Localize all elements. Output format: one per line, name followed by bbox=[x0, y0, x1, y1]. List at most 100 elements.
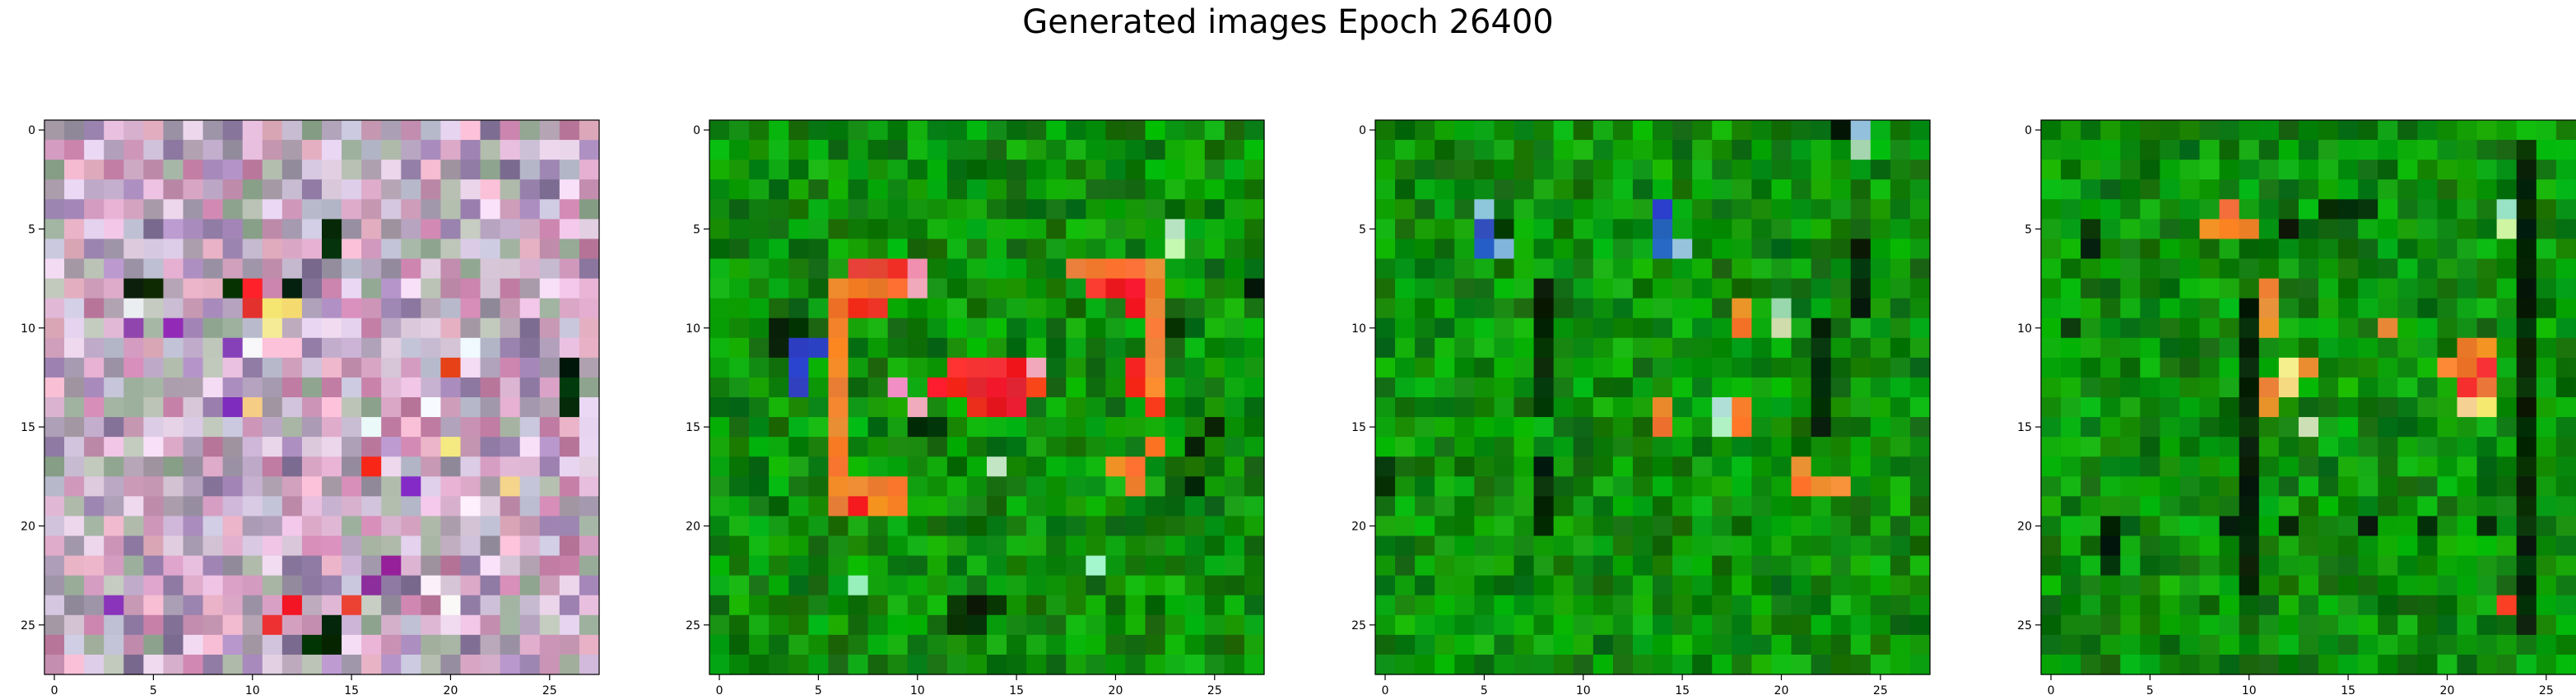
pixel bbox=[1454, 634, 1475, 656]
pixel bbox=[1672, 614, 1693, 636]
pixel bbox=[401, 614, 421, 636]
pixel bbox=[2100, 337, 2121, 359]
pixel bbox=[1244, 160, 1265, 180]
pixel bbox=[579, 160, 600, 180]
pixel bbox=[1066, 258, 1086, 280]
pixel bbox=[1434, 219, 1455, 240]
pixel bbox=[1434, 437, 1455, 457]
pixel bbox=[84, 595, 105, 616]
pixel bbox=[828, 357, 849, 378]
pixel bbox=[381, 595, 402, 616]
pixel bbox=[1454, 476, 1475, 497]
pixel bbox=[1415, 417, 1435, 438]
pixel bbox=[1791, 397, 1812, 418]
pixel bbox=[2338, 456, 2359, 477]
pixel bbox=[2120, 575, 2141, 596]
pixel bbox=[342, 555, 362, 577]
pixel bbox=[2160, 456, 2181, 477]
pixel bbox=[1224, 120, 1245, 141]
pixel bbox=[2081, 317, 2101, 339]
pixel bbox=[2298, 575, 2319, 596]
pixel bbox=[1850, 496, 1872, 517]
pixel bbox=[1415, 337, 1435, 359]
pixel bbox=[342, 614, 362, 636]
pixel bbox=[281, 258, 303, 280]
pixel bbox=[867, 219, 889, 240]
pixel bbox=[1007, 575, 1027, 596]
pixel bbox=[44, 456, 65, 477]
pixel bbox=[1830, 239, 1852, 260]
pixel bbox=[1007, 160, 1027, 180]
pixel bbox=[1474, 516, 1495, 537]
pixel bbox=[2457, 219, 2478, 240]
pixel bbox=[361, 377, 382, 398]
pixel bbox=[1046, 337, 1067, 359]
pixel bbox=[946, 298, 968, 319]
pixel bbox=[222, 654, 244, 675]
pixel bbox=[480, 219, 501, 240]
pixel bbox=[1771, 476, 1793, 497]
pixel bbox=[301, 120, 323, 141]
pixel bbox=[84, 298, 105, 319]
pixel bbox=[579, 219, 600, 240]
pixel bbox=[1573, 535, 1594, 557]
pixel bbox=[342, 397, 362, 418]
pixel bbox=[1909, 555, 1931, 577]
pixel bbox=[1204, 614, 1225, 636]
pixel bbox=[2536, 317, 2557, 339]
pixel bbox=[183, 614, 204, 636]
pixel bbox=[1494, 535, 1515, 557]
pixel bbox=[183, 258, 204, 280]
pixel bbox=[381, 179, 402, 200]
pixel bbox=[1909, 278, 1931, 299]
pixel bbox=[1850, 516, 1872, 537]
pixel bbox=[1026, 179, 1047, 200]
pixel bbox=[1415, 377, 1435, 398]
pixel bbox=[887, 555, 909, 577]
pixel bbox=[202, 397, 224, 418]
pixel bbox=[44, 160, 65, 180]
pixel bbox=[1494, 160, 1515, 180]
pixel bbox=[729, 258, 750, 280]
pixel bbox=[1653, 317, 1673, 339]
pixel bbox=[262, 634, 283, 656]
pixel bbox=[2318, 397, 2339, 418]
pixel bbox=[1573, 298, 1594, 319]
pixel bbox=[480, 239, 501, 260]
pixel bbox=[2318, 258, 2339, 280]
pixel bbox=[2555, 179, 2576, 200]
pixel bbox=[202, 120, 224, 141]
pixel bbox=[749, 317, 770, 339]
pixel bbox=[539, 437, 560, 457]
pixel bbox=[64, 456, 85, 477]
pixel bbox=[222, 575, 244, 596]
pixel bbox=[2457, 298, 2478, 319]
pixel bbox=[1434, 654, 1455, 675]
pixel bbox=[163, 516, 184, 537]
pixel bbox=[1434, 337, 1455, 359]
pixel bbox=[301, 496, 323, 517]
pixel bbox=[2041, 476, 2062, 497]
pixel bbox=[1909, 199, 1931, 220]
pixel bbox=[1890, 476, 1911, 497]
pixel bbox=[1086, 516, 1107, 537]
pixel bbox=[202, 140, 224, 160]
pixel bbox=[322, 278, 342, 299]
pixel bbox=[2199, 199, 2220, 220]
pixel bbox=[828, 654, 849, 675]
pixel bbox=[1791, 496, 1812, 517]
pixel bbox=[1184, 357, 1206, 378]
pixel bbox=[1632, 357, 1653, 378]
pixel bbox=[2476, 377, 2498, 398]
pixel bbox=[519, 654, 541, 675]
pixel bbox=[927, 535, 948, 557]
pixel bbox=[322, 239, 342, 260]
pixel bbox=[222, 219, 244, 240]
pixel bbox=[2219, 516, 2240, 537]
pixel bbox=[946, 535, 968, 557]
pixel bbox=[1593, 595, 1614, 616]
pixel bbox=[1850, 179, 1872, 200]
pixel bbox=[1105, 496, 1127, 517]
pixel bbox=[2160, 417, 2181, 438]
pixel bbox=[322, 258, 342, 280]
